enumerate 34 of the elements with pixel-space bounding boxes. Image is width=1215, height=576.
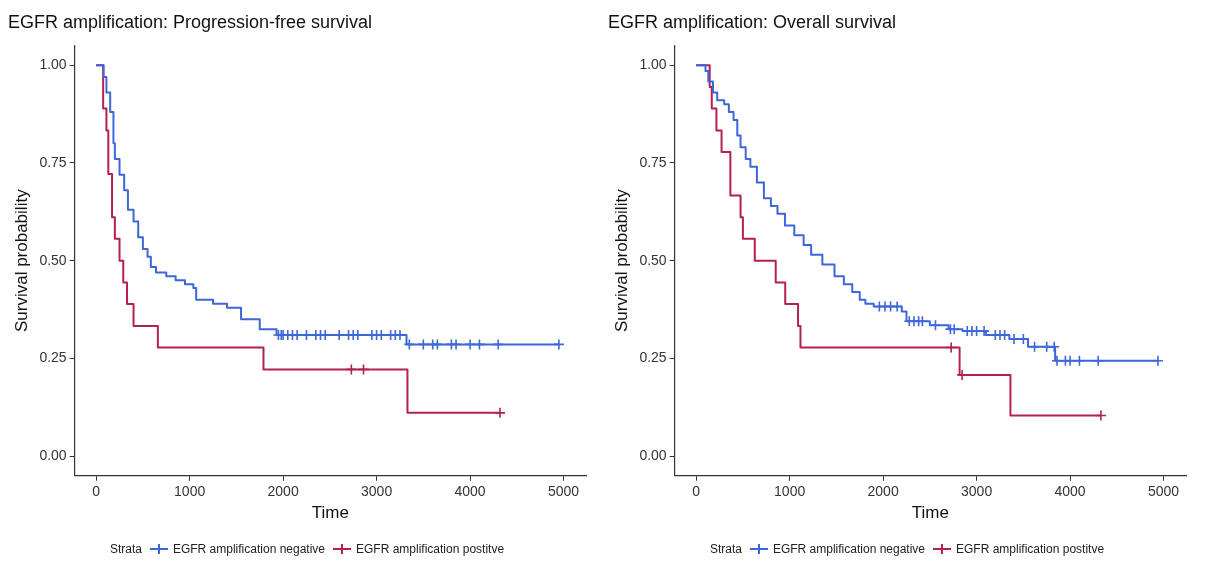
x-tick-label: 2000 [867, 483, 899, 500]
x-tick-label: 4000 [454, 483, 486, 500]
y-tick-label: 0.25 [639, 349, 667, 366]
y-tick-label: 1.00 [39, 56, 67, 73]
x-tick-label: 2000 [267, 483, 299, 500]
legend-label: EGFR amplification negative [772, 542, 926, 556]
y-axis-title: Survival probability [11, 188, 31, 333]
y-tick-label: 0.75 [39, 153, 67, 170]
x-tick-label: 1000 [774, 483, 806, 500]
x-tick-label: 4000 [1054, 483, 1086, 500]
x-tick-label: 5000 [1147, 483, 1180, 500]
x-axis-title: Time [311, 503, 349, 523]
legend-label: EGFR amplification postitve [956, 542, 1105, 556]
y-tick-label: 0.00 [639, 447, 667, 464]
legend-label: EGFR amplification negative [172, 542, 326, 556]
y-tick-label: 0.25 [39, 349, 67, 366]
x-tick-label: 5000 [547, 483, 580, 500]
x-tick-label: 0 [92, 483, 101, 500]
chart-title: EGFR amplification: Overall survival [608, 11, 897, 32]
x-tick-label: 3000 [361, 483, 393, 500]
chart-title: EGFR amplification: Progression-free survival [8, 11, 373, 32]
legend-title: Strata [709, 542, 742, 556]
x-tick-label: 3000 [961, 483, 993, 500]
x-axis-title: Time [911, 503, 949, 523]
legend-title: Strata [109, 542, 142, 556]
legend-label: EGFR amplification postitve [356, 542, 505, 556]
y-tick-label: 0.75 [639, 153, 667, 170]
y-tick-label: 0.00 [39, 447, 67, 464]
y-tick-label: 0.50 [39, 251, 67, 268]
x-tick-label: 0 [692, 483, 701, 500]
y-tick-label: 0.50 [639, 251, 667, 268]
y-axis-title: Survival probability [611, 188, 631, 333]
x-tick-label: 1000 [174, 483, 206, 500]
y-tick-label: 1.00 [639, 56, 667, 73]
